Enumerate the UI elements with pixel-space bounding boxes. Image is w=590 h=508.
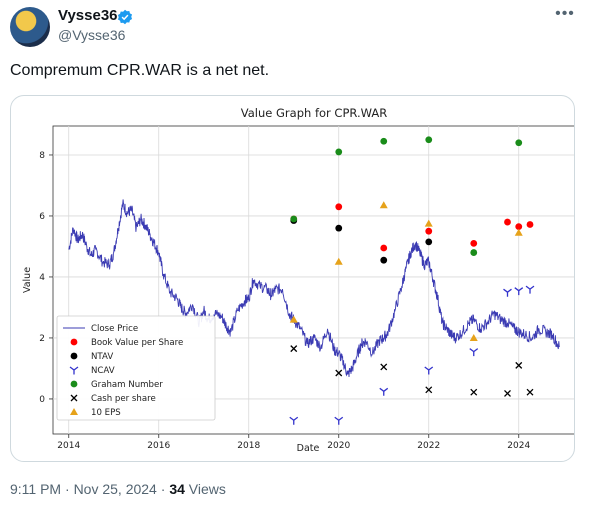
tweet-metadata: 9:11 PM · Nov 25, 2024 · 34 Views [10, 481, 226, 497]
legend-label-10-eps: 10 EPS [91, 408, 121, 418]
ncav-point [503, 288, 512, 297]
tweet-time[interactable]: 9:11 PM [10, 481, 62, 497]
views-count: 34 [169, 481, 185, 497]
book-value-per-share-point [425, 227, 433, 235]
graham-number-point [290, 215, 298, 223]
legend-10-eps-marker [70, 408, 78, 415]
x-tick-label: 2014 [57, 441, 80, 451]
graham-number-point [470, 249, 478, 256]
ncav-point [469, 348, 479, 357]
x-tick-label: 2016 [147, 441, 170, 451]
y-tick-label: 0 [39, 395, 45, 405]
ncav-point [289, 416, 299, 425]
legend-graham-number-marker [70, 380, 78, 388]
user-handle[interactable]: @Vysse36 [58, 27, 126, 43]
display-name[interactable]: Vysse36 [58, 7, 118, 24]
y-axis-label: Value [22, 267, 33, 293]
cash-per-share-point [335, 369, 343, 377]
x-axis-label: Date [297, 443, 320, 454]
views-label: Views [188, 481, 226, 497]
ncav-point [334, 416, 344, 425]
cash-per-share-point [380, 363, 388, 371]
ncav-point [379, 387, 389, 396]
10-eps-point [334, 257, 343, 265]
tweet-date[interactable]: Nov 25, 2024 [73, 481, 157, 497]
ntav-point [335, 224, 343, 232]
y-tick-label: 4 [39, 273, 45, 283]
y-tick-label: 8 [39, 151, 45, 161]
separator-dot: · [65, 481, 70, 497]
tweet-text: Compremum CPR.WAR is a net net. [10, 62, 270, 79]
book-value-per-share-point [380, 244, 388, 252]
10-eps-point [289, 315, 298, 323]
media-image[interactable]: Value Graph for CPR.WAR 2014 2016 2018 2020… [10, 95, 575, 462]
ellipsis-icon[interactable]: ••• [555, 5, 575, 22]
book-value-per-share-point [526, 221, 534, 228]
10-eps-point [379, 201, 388, 209]
book-value-per-share-point [515, 223, 523, 231]
legend-label-cash-per-share: Cash per share [91, 394, 156, 404]
y-axis-ticks: 0 2 4 6 8 [39, 151, 53, 405]
graham-number-point [425, 136, 433, 144]
separator-dot: · [160, 481, 166, 497]
legend-label-close-price: Close Price [91, 324, 138, 334]
cash-per-share-point [290, 345, 298, 353]
10-eps-point [469, 333, 478, 341]
book-value-per-share-point [504, 218, 511, 226]
legend-label-graham-number: Graham Number [91, 380, 163, 390]
legend-label-ncav: NCAV [91, 366, 115, 376]
x-tick-label: 2024 [507, 441, 530, 451]
x-tick-label: 2018 [237, 441, 260, 451]
cash-per-share-point [526, 388, 534, 396]
y-tick-label: 2 [39, 334, 45, 344]
10-eps-point [424, 219, 433, 227]
cash-per-share-point [470, 388, 478, 396]
legend-label-ntav: NTAV [91, 352, 113, 362]
x-tick-label: 2020 [327, 441, 350, 451]
legend-cash-per-share-marker [70, 394, 78, 402]
legend-ntav-marker [70, 352, 78, 360]
chart-title: Value Graph for CPR.WAR [241, 106, 387, 120]
x-tick-label: 2022 [417, 441, 440, 451]
graham-number-point [380, 137, 388, 145]
ncav-point [514, 287, 524, 296]
cash-per-share-point [515, 361, 523, 369]
ncav-point [424, 366, 434, 375]
legend-ncav-marker [69, 366, 79, 375]
avatar[interactable] [10, 7, 50, 47]
10-eps-point [514, 228, 523, 236]
x-axis-ticks: 2014 2016 2018 2020 2022 2024 [57, 434, 530, 451]
verified-badge-icon [117, 9, 133, 25]
book-value-per-share-point [470, 240, 478, 247]
value-markers [289, 136, 535, 425]
cash-per-share-point [504, 389, 511, 397]
cash-per-share-point [425, 386, 433, 394]
graham-number-point [335, 148, 343, 156]
y-tick-label: 6 [39, 212, 45, 222]
ncav-point [525, 285, 535, 294]
ntav-point [380, 256, 388, 264]
graham-number-point [515, 139, 523, 147]
ntav-point [425, 238, 433, 246]
legend-label-book-value-per-share: Book Value per Share [91, 338, 183, 348]
value-graph-chart: Value Graph for CPR.WAR 2014 2016 2018 2020… [22, 106, 574, 454]
legend: Close Price Book Value per Share NTAV NCAV G… [56, 315, 216, 421]
legend-book-value-per-share-marker [70, 338, 78, 346]
book-value-per-share-point [335, 203, 343, 211]
close-price-line [68, 199, 560, 378]
